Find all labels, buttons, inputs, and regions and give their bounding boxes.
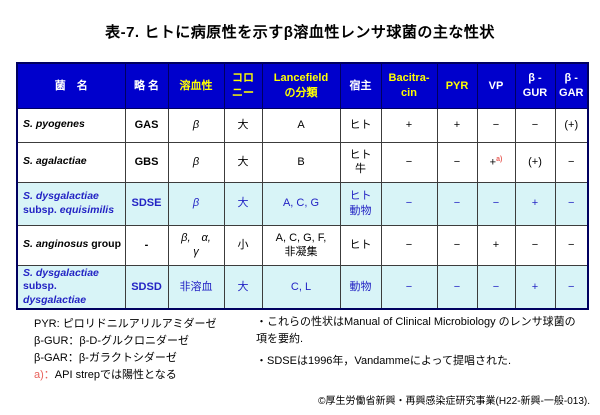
column-header-4: コロ ニー [223,62,263,109]
beta-gar-cell: (+) [554,107,589,143]
column-header-2: 略 名 [124,62,169,109]
table-row: S. dysgalactiae subsp. equisimilis SDSE β 大 A… [16,181,589,226]
bacteria-name-cell: S. anginosus group [16,224,126,266]
remarks: ・これらの性状はManual of Clinical Microbiology … [256,314,586,370]
vp-cell: +a) [476,141,516,183]
beta-gar-cell: − [554,264,589,310]
column-header-9: VP [476,62,516,109]
footnote-a: a)：API strepでは陽性となる [34,367,217,384]
column-header-6: 宿主 [339,62,382,109]
header-row: 菌 名略 名溶血性 コロ ニー Lancefield の分類 宿主 Bacitra-cin P… [16,62,589,109]
colony-size-cell: 大 [223,141,263,183]
name-segment: equisimilis [59,203,115,216]
characteristics-table: 菌 名略 名溶血性 コロ ニー Lancefield の分類 宿主 Bacitra-cin P… [16,62,589,311]
column-header-10: β - GUR [514,62,556,109]
hemolysis-cell: β [167,107,225,143]
name-segment: S. dysgalactiae [23,266,99,279]
lancefield-group-cell: A, C, G [261,181,341,226]
vp-cell: − [476,181,516,226]
beta-gur-cell: − [514,224,556,266]
colony-size-cell: 大 [223,264,263,310]
footnote-a-marker: a)： [34,369,55,381]
beta-gar-cell: − [554,181,589,226]
bacteria-name-cell: S. pyogenes [16,107,126,143]
beta-gar-cell: − [554,224,589,266]
colony-size-cell: 大 [223,107,263,143]
name-segment: S. anginosus [23,238,89,251]
colony-size-cell: 大 [223,181,263,226]
vp-cell: + [476,224,516,266]
bacteria-name-cell: S. dysgalactiae subsp. dysgalactiae [16,264,126,310]
table-row: S. agalactiae GBS β 大 B ヒト牛 − − +a) (+) − [16,141,589,183]
bacitracin-cell: − [380,224,438,266]
abbreviation-cell: GAS [124,107,169,143]
bacitracin-cell: − [380,181,438,226]
host-cell: 動物 [339,264,382,310]
abbreviation-cell: - [124,224,169,266]
remark-source: ・これらの性状はManual of Clinical Microbiology … [256,316,576,345]
column-header-1: 菌 名 [16,62,126,109]
name-segment: S. pyogenes [23,118,85,131]
colony-size-cell: 小 [223,224,263,266]
pyr-cell: + [436,107,478,143]
bacitracin-cell: − [380,264,438,310]
beta-gur-cell: − [514,107,556,143]
name-segment: S. dysgalactiae [23,189,99,202]
host-cell: ヒト 動物 [339,181,382,226]
abbreviation-cell: GBS [124,141,169,183]
beta-gur-cell: + [514,181,556,226]
lancefield-group-cell: A, C, G, F, 非凝集 [261,224,341,266]
table-row: S. pyogenes GAS β 大 A ヒト + + − − (+) [16,107,589,143]
hemolysis-cell: 非溶血 [167,264,225,310]
column-header-11: β - GAR [554,62,589,109]
abbreviation-cell: SDSE [124,181,169,226]
vp-footnote-marker: a) [496,155,503,163]
name-segment: subsp. [23,203,60,216]
host-cell: ヒト [339,224,382,266]
beta-gar-cell: − [554,141,589,183]
hemolysis-cell: β [167,181,225,226]
beta-gur-cell: (+) [514,141,556,183]
table-body: S. pyogenes GAS β 大 A ヒト + + − − (+) S. agalactiae G… [16,107,589,310]
name-segment: subsp. [23,280,57,293]
page-title: 表-7. ヒトに病原性を示すβ溶血性レンサ球菌の主な性状 [105,24,495,41]
lancefield-group-cell: A [261,107,341,143]
name-segment: group [88,238,122,251]
footnote-a-text: API strepでは陽性となる [54,369,177,381]
table-row: S. anginosus group - β, α, γ 小 A, C, G, F, 非凝集… [16,224,589,266]
beta-gur-cell: + [514,264,556,310]
pyr-cell: − [436,264,478,310]
pyr-cell: − [436,181,478,226]
hemolysis-cell: β [167,141,225,183]
bacteria-name-cell: S. dysgalactiae subsp. equisimilis [16,181,126,226]
column-header-3: 溶血性 [167,62,225,109]
bacitracin-cell: − [380,141,438,183]
remark-sdse: ・SDSEは1996年，Vandammeによって提唱された. [256,355,512,367]
column-header-7: Bacitra-cin [380,62,438,109]
column-header-5: Lancefield の分類 [261,62,341,109]
abbreviation-cell: SDSD [124,264,169,310]
footnote-beta-gar: β-GAR：β-ガラクトシダーゼ [34,352,177,364]
lancefield-group-cell: C, L [261,264,341,310]
host-cell: ヒト牛 [339,141,382,183]
vp-cell: − [476,107,516,143]
hemolysis-cell: β, α, γ [167,224,225,266]
column-header-8: PYR [436,62,478,109]
vp-cell: − [476,264,516,310]
pyr-cell: − [436,141,478,183]
bacitracin-cell: + [380,107,438,143]
footnotes-left: PYR: ピロリドニルアリルアミダーゼ β-GUR：β-D-グルクロニダーゼ β… [34,316,217,384]
copyright: ©厚生労働省新興・再興感染症研究事業(H22-新興-一般-013). [318,396,590,407]
footnote-pyr: PYR: ピロリドニルアリルアミダーゼ [34,318,217,330]
lancefield-group-cell: B [261,141,341,183]
name-segment: S. agalactiae [23,155,87,168]
footnote-beta-gur: β-GUR：β-D-グルクロニダーゼ [34,335,190,347]
bacteria-name-cell: S. agalactiae [16,141,126,183]
name-segment: dysgalactiae [23,293,87,306]
pyr-cell: − [436,224,478,266]
host-cell: ヒト [339,107,382,143]
table-row: S. dysgalactiae subsp. dysgalactiae SDSD 非溶… [16,264,589,310]
